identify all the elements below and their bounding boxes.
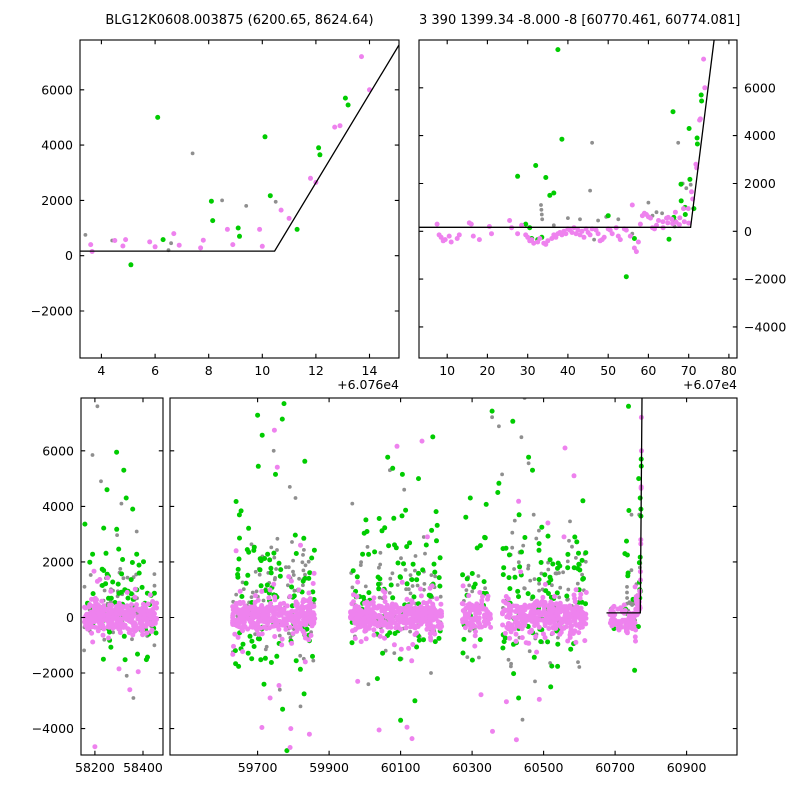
y-tick-label: −4000	[32, 721, 74, 736]
x-tick-label: 60700	[595, 760, 635, 775]
x-tick-label: 30	[520, 363, 536, 378]
x-tick-label: 20	[479, 363, 495, 378]
y-tick-label: −2000	[31, 304, 73, 319]
axes-frame-bottom-left	[80, 397, 164, 756]
x-tick-label: 10	[254, 363, 270, 378]
y-tick-label: 0	[65, 248, 73, 263]
x-tick-label: 40	[560, 363, 576, 378]
panel-top-right: 10 20 30 40 50 60 70 80 −4000 −2000 0 2000 4000 6000	[418, 39, 786, 378]
x-tick-label: 60500	[524, 760, 564, 775]
x-axis-offset-left: +6.076e4	[337, 377, 399, 392]
model-fit-line	[80, 44, 399, 252]
x-tick-label: 58200	[75, 760, 115, 775]
x-tick-label: 59900	[309, 760, 349, 775]
data-points-bottom-left	[82, 404, 160, 750]
x-tick-label: 60900	[667, 760, 707, 775]
y-tick-label: −4000	[744, 319, 786, 334]
data-points-top-left	[80, 44, 399, 268]
panel-top-left: 4 6 8 10 12 14 −2000 0 2000 4000 6000	[31, 39, 400, 378]
y-tick-label: 2000	[41, 193, 73, 208]
y-tick-label: 0	[744, 224, 752, 239]
panel-bottom-right: 59700 59900 60100 60300 60500 60700 60900	[169, 397, 738, 775]
x-tick-label: 60	[640, 363, 656, 378]
y-tick-label: −2000	[744, 272, 786, 287]
model-fit-line	[606, 398, 643, 614]
x-tick-label: 14	[362, 363, 378, 378]
panel-bottom-left: 58200 58400 −4000 −2000 0 2000 4000 6000	[32, 397, 164, 775]
y-tick-label: 2000	[42, 554, 74, 569]
y-tick-label: 6000	[41, 82, 73, 97]
x-tick-label: 6	[151, 363, 159, 378]
panel-title-right: 3 390 1399.34 -8.000 -8 [60770.461, 6077…	[419, 13, 741, 28]
x-axis-offset-right: +6.07e4	[683, 377, 737, 392]
x-tick-label: 10	[439, 363, 455, 378]
data-points-top-right	[419, 40, 715, 280]
y-tick-label: 4000	[41, 138, 73, 153]
y-tick-label: −2000	[32, 666, 74, 681]
axes-frame-bottom-right	[169, 397, 738, 756]
tick-marks-bottom-left	[81, 398, 163, 755]
model-fit-line	[419, 40, 715, 228]
y-tick-label: 6000	[744, 80, 776, 95]
y-tick-label: 4000	[744, 128, 776, 143]
x-tick-label: 59700	[238, 760, 278, 775]
x-tick-label: 8	[205, 363, 213, 378]
x-tick-label: 70	[681, 363, 697, 378]
x-tick-label: 4	[97, 363, 105, 378]
data-points-bottom-right	[230, 398, 644, 754]
panel-title-left: BLG12K0608.003875 (6200.65, 8624.64)	[105, 13, 374, 28]
x-tick-label: 12	[308, 363, 324, 378]
x-tick-label: 50	[600, 363, 616, 378]
x-tick-label: 60100	[381, 760, 421, 775]
y-tick-label: 6000	[42, 443, 74, 458]
x-tick-label: 60300	[452, 760, 492, 775]
y-tick-label: 2000	[744, 176, 776, 191]
x-tick-label: 58400	[123, 760, 163, 775]
axes-frame-top-left	[79, 39, 400, 359]
axes-frame-top-right	[418, 39, 738, 359]
y-tick-label: 0	[66, 610, 74, 625]
x-tick-label: 80	[721, 363, 737, 378]
tick-marks-top-right	[419, 40, 737, 358]
tick-marks-top-left	[80, 40, 399, 358]
y-tick-label: 4000	[42, 499, 74, 514]
tick-marks-bottom-right	[170, 398, 737, 755]
